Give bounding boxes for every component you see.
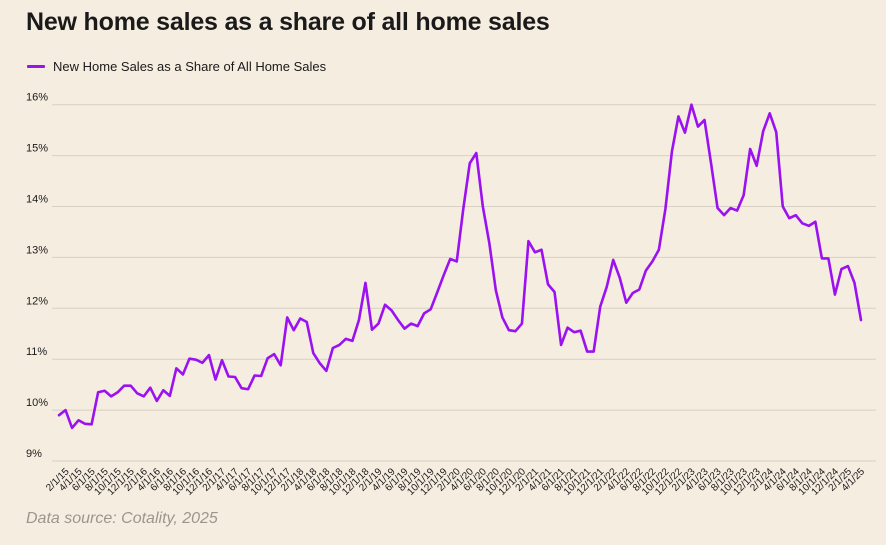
y-tick-label: 15%: [26, 143, 48, 155]
y-tick-label: 12%: [26, 295, 48, 307]
legend-swatch: [27, 65, 45, 68]
chart-title: New home sales as a share of all home sa…: [26, 8, 550, 36]
y-tick-label: 16%: [26, 92, 48, 104]
y-tick-label: 11%: [26, 346, 47, 358]
legend-label: New Home Sales as a Share of All Home Sa…: [53, 59, 327, 74]
y-tick-label: 10%: [26, 397, 48, 409]
series-line-new-home-share: [57, 103, 863, 430]
y-tick-label: 13%: [26, 244, 48, 256]
legend: New Home Sales as a Share of All Home Sa…: [27, 59, 326, 74]
data-source-note: Data source: Cotality, 2025: [26, 510, 218, 527]
y-tick-label: 14%: [26, 194, 48, 206]
y-tick-label: 9%: [26, 448, 42, 460]
